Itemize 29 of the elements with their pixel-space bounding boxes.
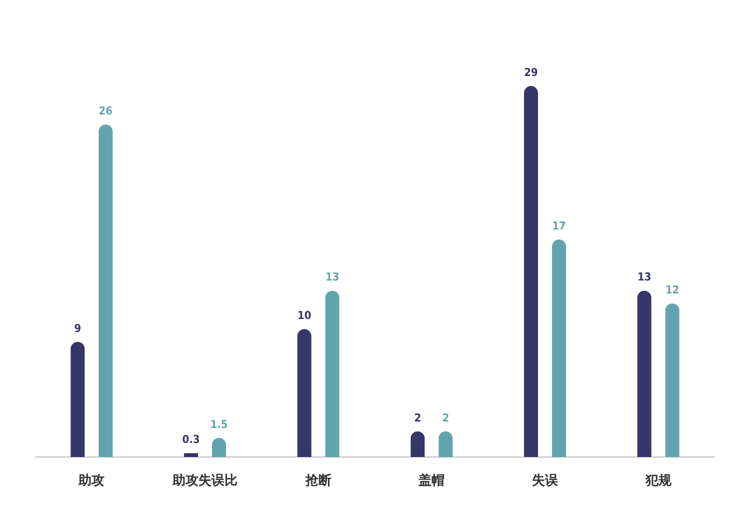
- bar: [552, 240, 566, 457]
- bar: [184, 453, 198, 457]
- data-label: 12: [665, 284, 680, 297]
- bar: [438, 431, 453, 457]
- bar: [665, 304, 680, 457]
- data-label: 10: [297, 309, 312, 322]
- data-label: 9: [74, 322, 82, 335]
- data-label: 1.5: [210, 418, 228, 431]
- bar: [70, 342, 85, 457]
- bar: [410, 431, 425, 457]
- bar: [297, 329, 312, 457]
- bar: [524, 86, 538, 457]
- data-label: 13: [637, 270, 652, 284]
- data-label: 17: [552, 220, 566, 233]
- x-tick-label: 抢断: [304, 474, 332, 489]
- data-label: 2: [414, 411, 422, 424]
- bar: [98, 124, 113, 457]
- x-tick-label: 盖帽: [418, 472, 445, 489]
- x-tick-label: 助攻失误比: [172, 474, 238, 489]
- bar: [637, 290, 652, 457]
- data-label: 29: [524, 66, 538, 80]
- x-tick-label: 助攻: [78, 474, 105, 489]
- x-tick-label: 犯规: [644, 474, 672, 489]
- data-label: 0.3: [182, 433, 200, 446]
- data-label: 26: [98, 104, 113, 118]
- data-label: 2: [442, 411, 450, 424]
- data-label: 13: [325, 270, 340, 284]
- x-tick-label: 失误: [532, 474, 559, 489]
- bar: [325, 290, 340, 457]
